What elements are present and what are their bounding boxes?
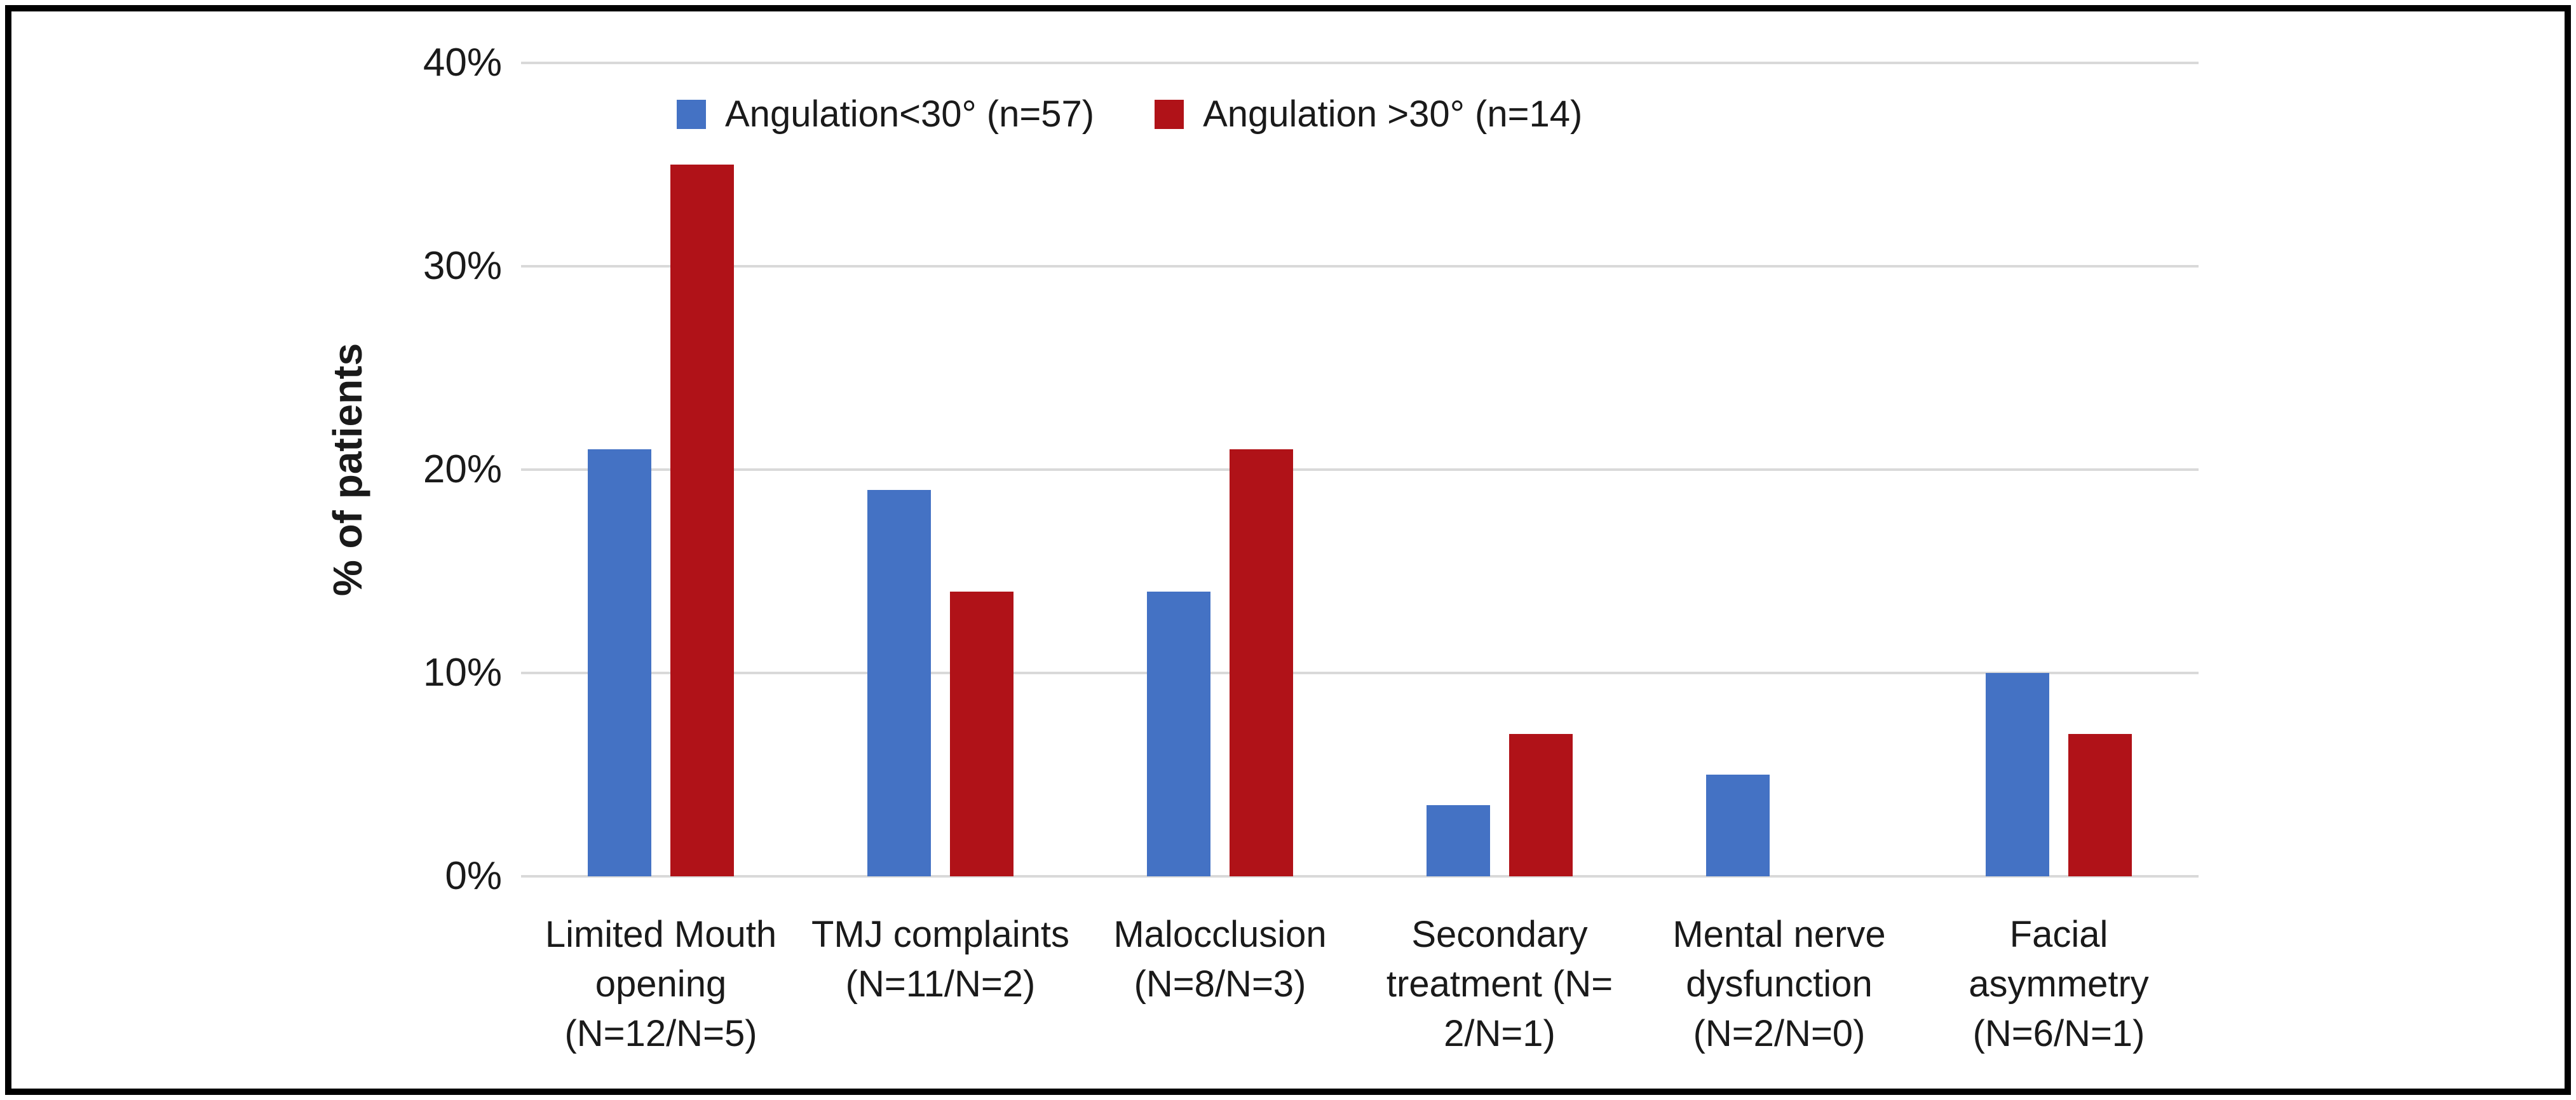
bar-series1-cat0 (670, 165, 734, 876)
legend-item-angulation-lt-30: Angulation<30° (n=57) (677, 94, 1094, 135)
plot-area (521, 62, 2199, 878)
y-tick-label-20: 20% (423, 447, 502, 491)
gridline-0pct (521, 875, 2199, 878)
y-axis-tick-labels: 40% 30% 20% 10% 0% (299, 43, 502, 896)
x-category-label-3: Secondary treatment (N= 2/N=1) (1386, 914, 1613, 1054)
bar-group-1 (801, 63, 1080, 876)
bar-series0-cat1 (867, 490, 931, 876)
bar-group-0 (521, 63, 801, 876)
x-category-label-4: Mental nerve dysfunction (N=2/N=0) (1672, 914, 1886, 1054)
gridline-40pct (521, 62, 2199, 64)
y-tick-label-30: 30% (423, 244, 502, 288)
legend-label-angulation-lt-30: Angulation<30° (n=57) (725, 93, 1095, 135)
gridline-10pct (521, 672, 2199, 674)
bar-groups (521, 63, 2199, 876)
bar-group-2 (1080, 63, 1360, 876)
bar-group-5 (1919, 63, 2199, 876)
bar-series1-cat5 (2068, 734, 2132, 876)
gridline-20pct (521, 468, 2199, 471)
bar-series0-cat2 (1147, 592, 1210, 876)
y-axis-title-box: % of patients (318, 63, 378, 876)
legend-swatch-red (1155, 100, 1184, 129)
bar-series0-cat5 (1986, 673, 2049, 876)
gridline-30pct (521, 265, 2199, 268)
bar-group-3 (1360, 63, 1639, 876)
x-axis-category-labels: Limited Mouth opening (N=12/N=5) TMJ compla… (521, 910, 2199, 1059)
legend-item-angulation-gt-30: Angulation >30° (n=14) (1155, 94, 1582, 135)
y-tick-label-40: 40% (423, 41, 502, 85)
x-category-label-2: Malocclusion (N=8/N=3) (1113, 914, 1327, 1005)
bar-series0-cat3 (1427, 805, 1490, 876)
x-category-label-1: TMJ complaints (N=11/N=2) (811, 914, 1070, 1005)
y-axis-title: % of patients (325, 343, 371, 597)
bar-series1-cat2 (1230, 449, 1293, 876)
bar-series0-cat0 (588, 449, 651, 876)
x-category-label-5: Facial asymmetry (N=6/N=1) (1969, 914, 2149, 1054)
legend: Angulation<30° (n=57) Angulation >30° (n… (677, 94, 1582, 135)
y-tick-label-10: 10% (423, 651, 502, 695)
x-category-label-0: Limited Mouth opening (N=12/N=5) (545, 914, 777, 1054)
bar-series1-cat1 (950, 592, 1013, 876)
bar-series0-cat4 (1706, 775, 1770, 876)
bar-series1-cat3 (1509, 734, 1573, 876)
legend-swatch-blue (677, 100, 706, 129)
y-tick-label-0: 0% (445, 854, 502, 898)
bar-group-4 (1639, 63, 1919, 876)
legend-label-angulation-gt-30: Angulation >30° (n=14) (1203, 93, 1583, 135)
